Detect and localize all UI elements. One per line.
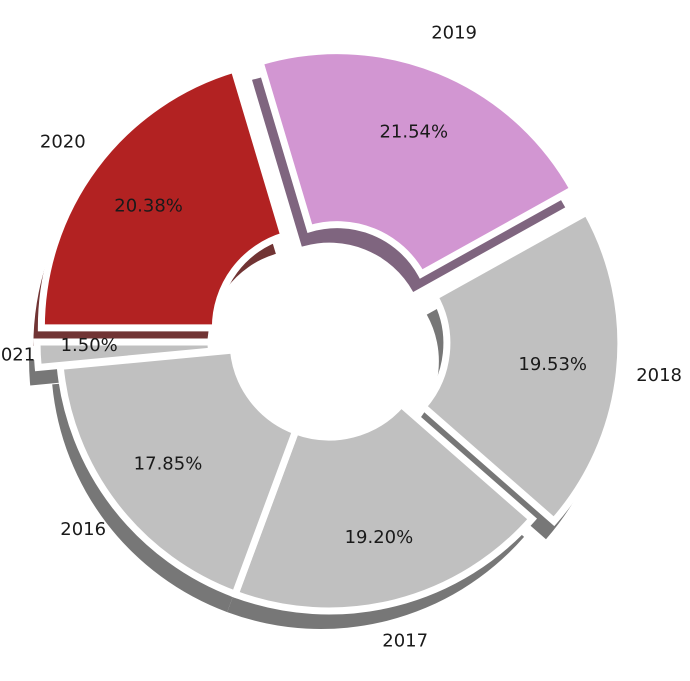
slice-2019-pct-label: 21.54% bbox=[379, 122, 448, 143]
slice-2021 bbox=[33, 338, 216, 372]
slice-2020-pct-label: 20.38% bbox=[114, 196, 183, 217]
slice-2020-label: 2020 bbox=[40, 132, 86, 153]
slice-2020 bbox=[37, 64, 289, 332]
slice-2016-label: 2016 bbox=[60, 519, 106, 540]
slice-2019 bbox=[255, 47, 579, 279]
slice-2018-label: 2018 bbox=[636, 365, 682, 386]
slice-2017-label: 2017 bbox=[382, 631, 428, 652]
slice-2019-label: 2019 bbox=[431, 23, 477, 44]
slice-2018 bbox=[418, 207, 625, 527]
slice-2021-pct-label: 1.50% bbox=[61, 335, 118, 356]
labels: 20.38% 2020 21.54% 2019 19.53% 2018 19.20% 2017… bbox=[0, 23, 682, 652]
slice-2017-pct-label: 19.20% bbox=[345, 527, 414, 548]
slice-2018-pct-label: 19.53% bbox=[518, 354, 587, 375]
slices bbox=[33, 47, 625, 615]
slice-2017 bbox=[230, 399, 538, 615]
slice-2016-pct-label: 17.85% bbox=[134, 454, 203, 475]
slice-2016 bbox=[56, 346, 301, 599]
